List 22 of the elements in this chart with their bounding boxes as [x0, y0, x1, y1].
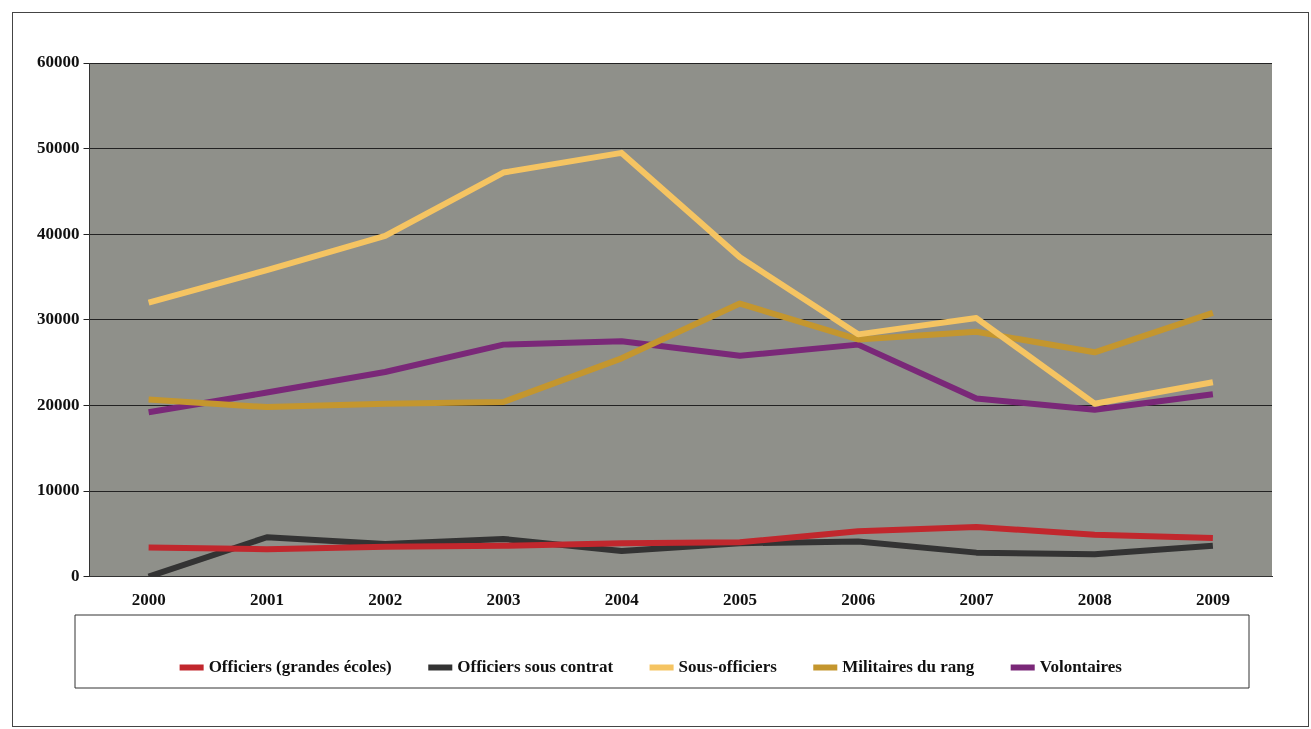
y-tick-label: 20000	[37, 394, 80, 414]
y-tick-label: 60000	[37, 52, 80, 72]
legend-label: Sous-officiers	[678, 656, 778, 676]
x-tick-label: 2005	[722, 590, 757, 610]
x-tick-label: 2002	[368, 590, 403, 610]
legend-label: Officiers (grandes écoles)	[208, 656, 392, 676]
y-tick-label: 0	[71, 565, 80, 585]
legend-label: Volontaires	[1039, 656, 1123, 676]
x-tick-label: 2006	[841, 590, 876, 610]
legend-label: Officiers sous contrat	[457, 656, 614, 676]
y-tick-label: 50000	[37, 137, 80, 157]
x-tick-label: 2008	[1077, 590, 1112, 610]
x-tick-label: 2001	[249, 590, 284, 610]
x-tick-label: 2000	[131, 590, 166, 610]
x-tick-label: 2003	[486, 590, 521, 610]
x-tick-label: 2007	[959, 590, 994, 610]
x-tick-label: 2004	[604, 590, 640, 610]
legend-label: Militaires du rang	[842, 656, 975, 676]
y-tick-label: 30000	[37, 309, 80, 329]
y-tick-label: 40000	[37, 223, 80, 243]
y-tick-label: 10000	[37, 480, 80, 500]
x-tick-label: 2009	[1195, 590, 1230, 610]
